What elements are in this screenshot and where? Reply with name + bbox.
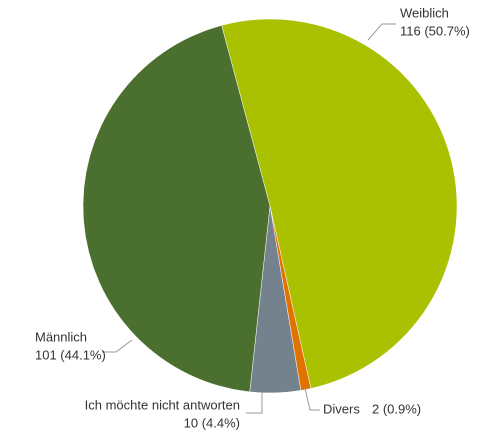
leader-line [367,23,396,41]
slice-value-label: 116 (50.7%) [400,23,470,38]
slice-value-label: 10 (4.4%) [184,415,240,430]
slice-label: Männlich [35,329,87,344]
slice-value-label: 101 (44.1%) [35,347,106,362]
slice-value-label: 2 (0.9%) [372,401,421,416]
pie-slice [82,25,271,393]
leader-line [246,392,263,414]
slice-label: Ich möchte nicht antworten [85,397,240,412]
slice-label: Divers [323,401,360,416]
slice-label: Weiblich [400,5,449,20]
pie-slice [221,18,458,389]
leader-line [102,339,133,353]
leader-line [304,387,320,411]
